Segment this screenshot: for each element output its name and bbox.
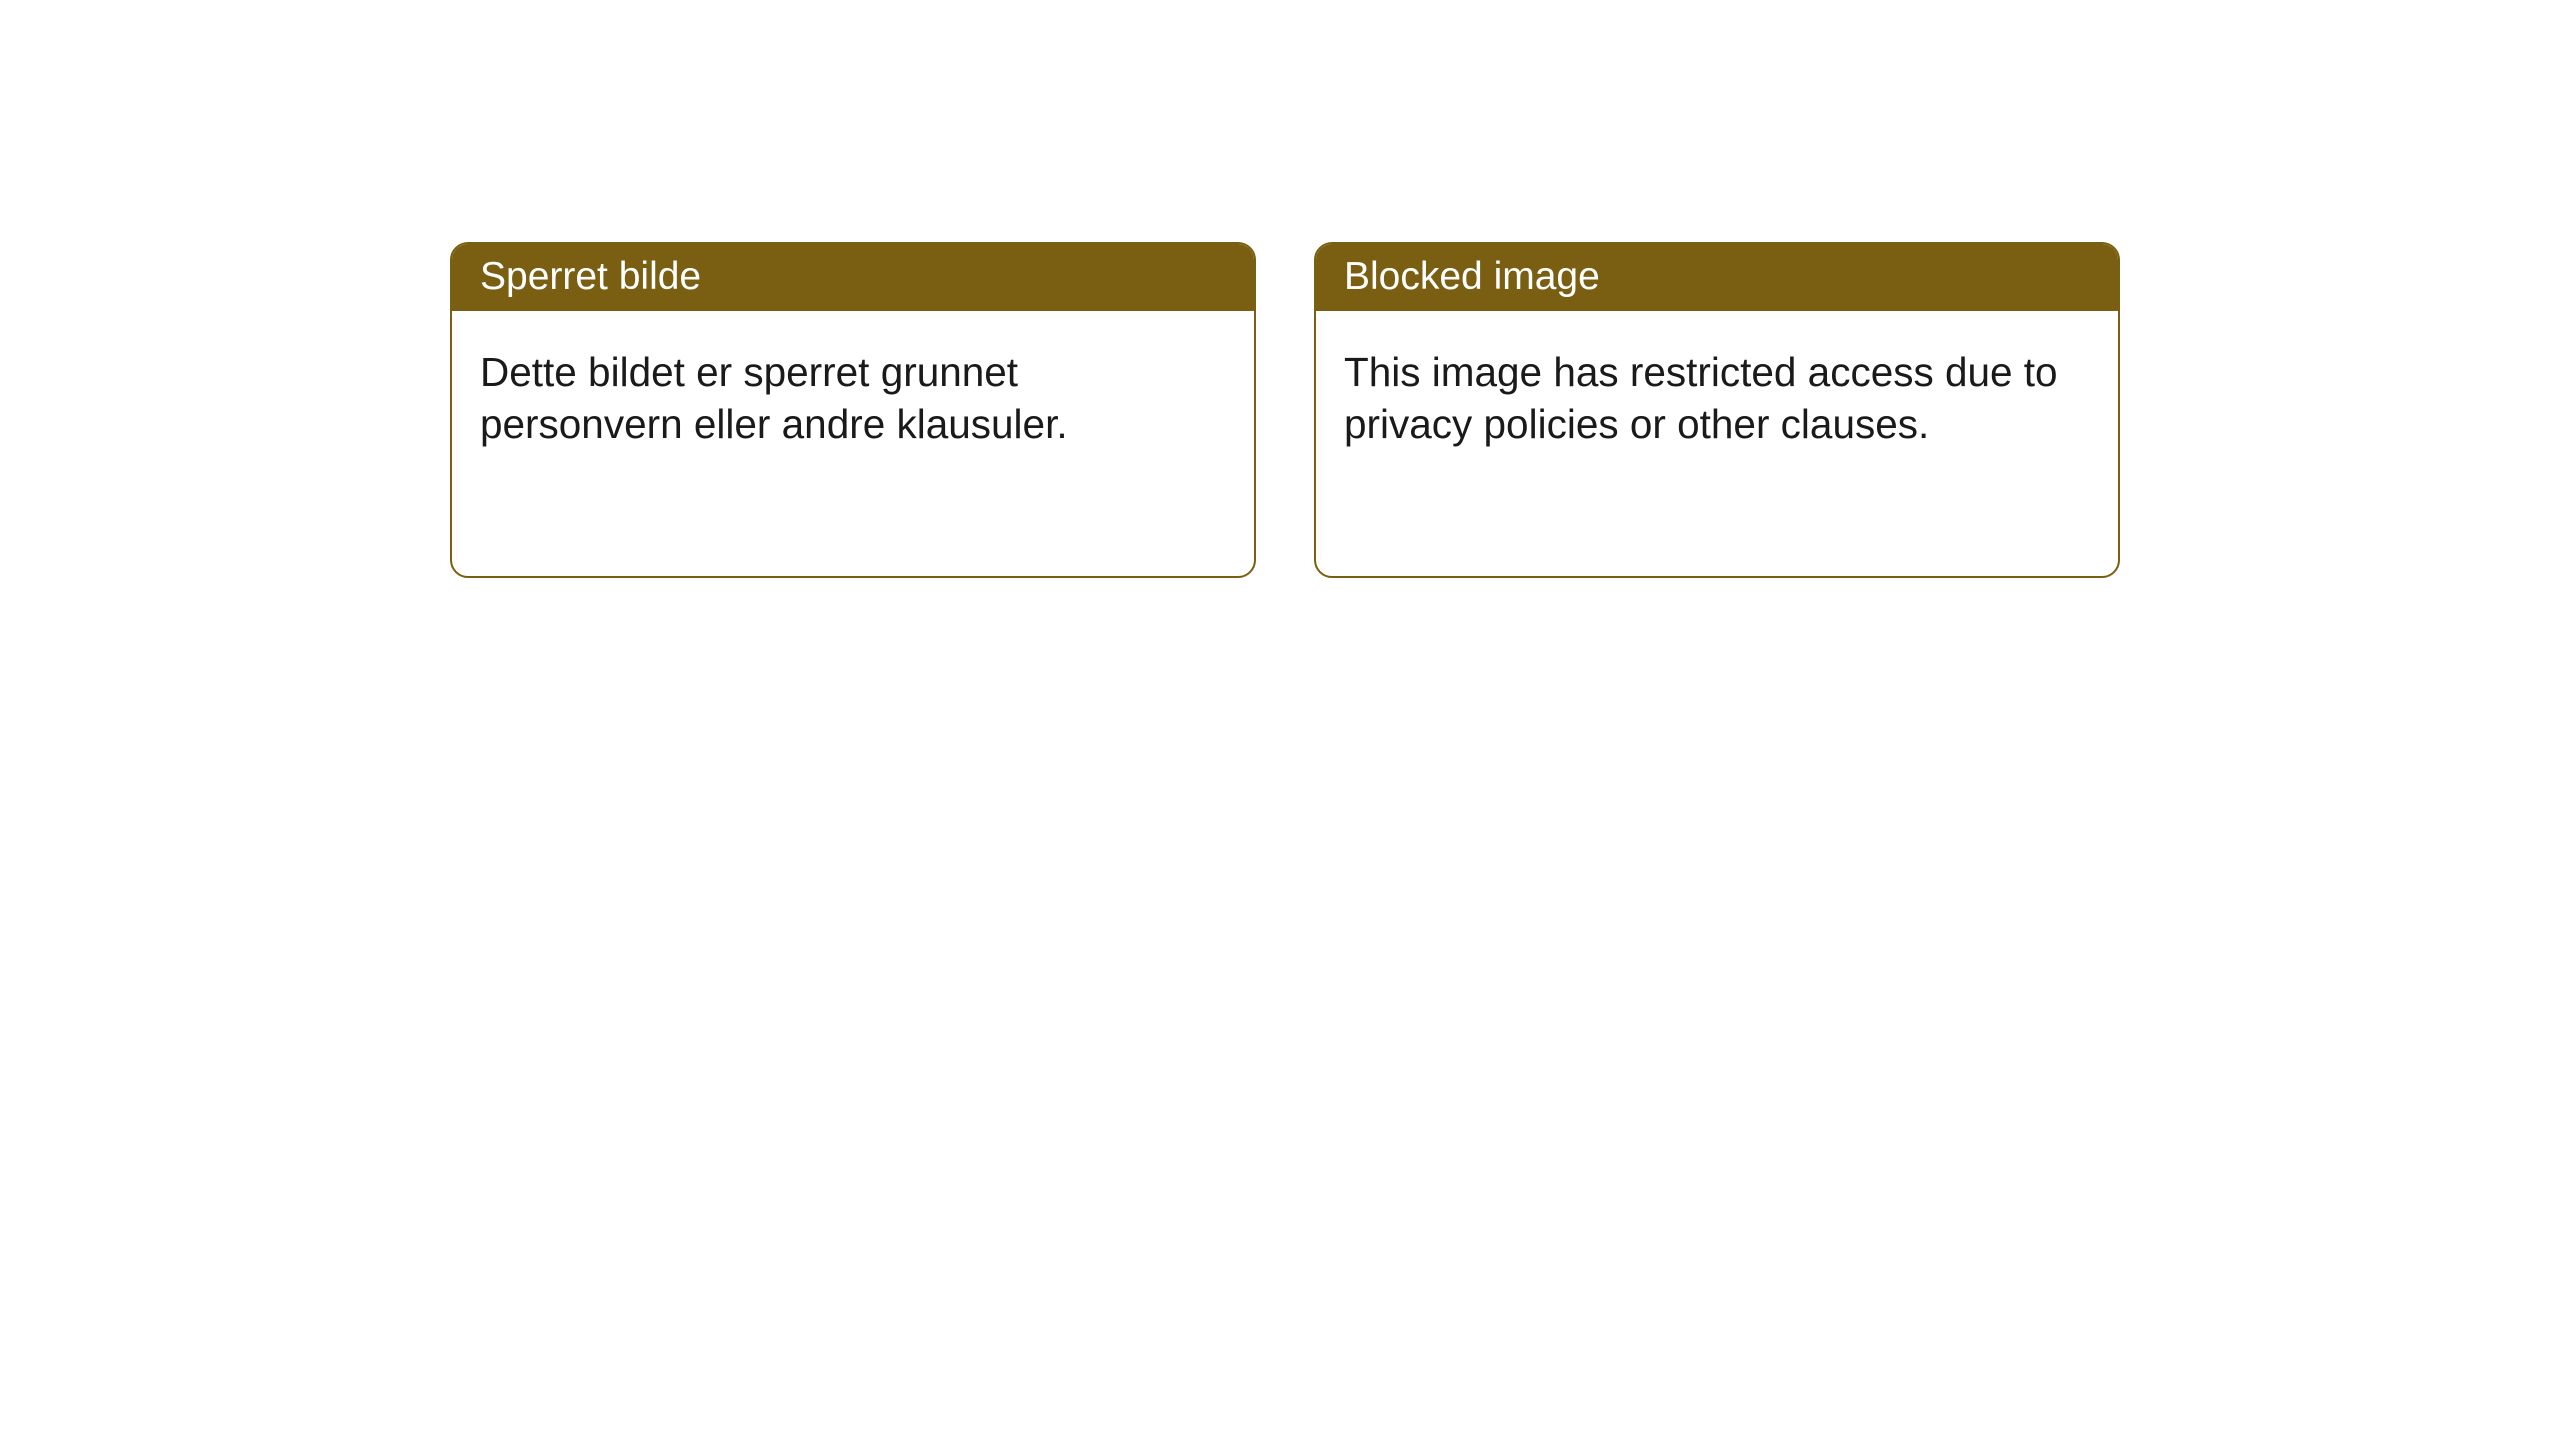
notice-container: Sperret bilde Dette bildet er sperret gr… — [0, 0, 2560, 578]
notice-header-en: Blocked image — [1316, 244, 2118, 311]
notice-body-en: This image has restricted access due to … — [1316, 311, 2118, 487]
notice-body-no: Dette bildet er sperret grunnet personve… — [452, 311, 1254, 487]
notice-card-en: Blocked image This image has restricted … — [1314, 242, 2120, 578]
notice-card-no: Sperret bilde Dette bildet er sperret gr… — [450, 242, 1256, 578]
notice-header-no: Sperret bilde — [452, 244, 1254, 311]
